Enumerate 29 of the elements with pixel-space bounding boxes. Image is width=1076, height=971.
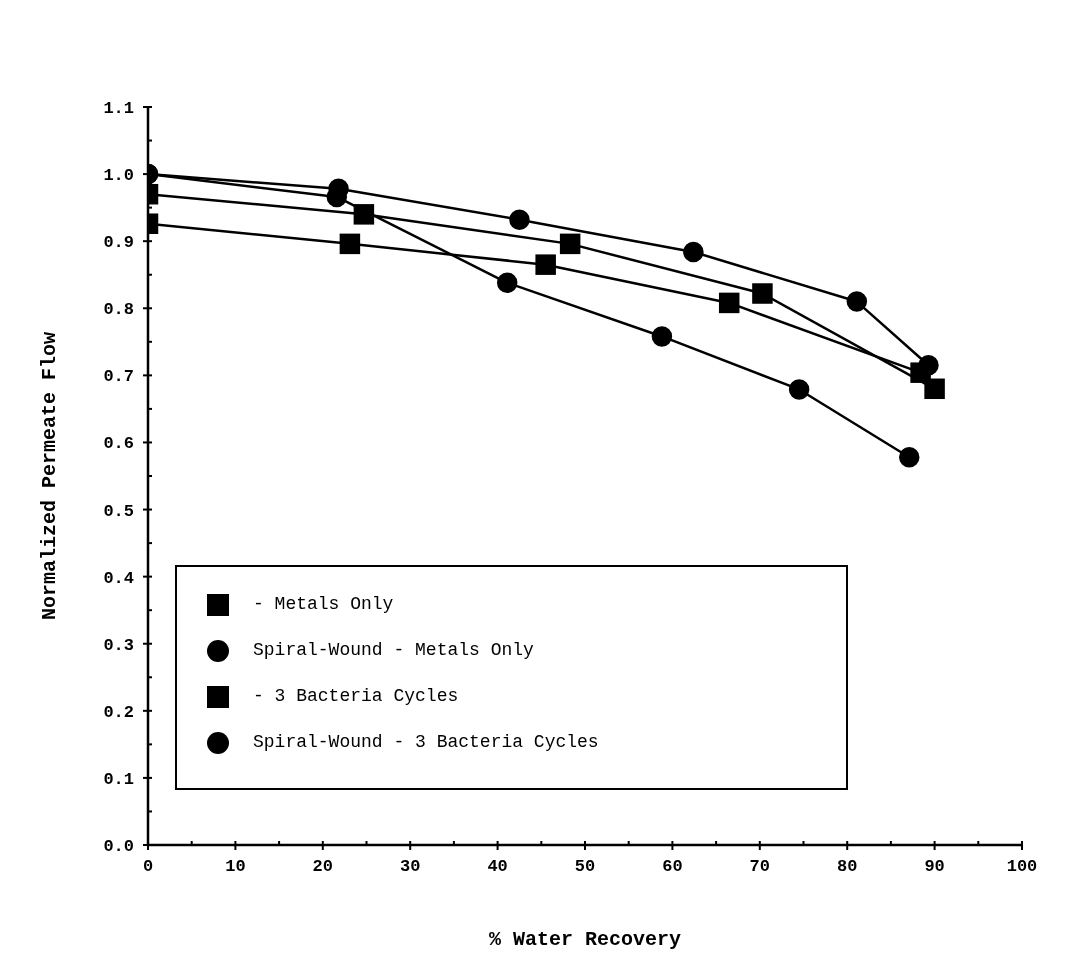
x-tick-label: 100 xyxy=(1006,857,1038,876)
y-tick-label: 0.0 xyxy=(103,837,134,856)
x-tick-label: 30 xyxy=(400,857,421,876)
y-tick-label: 0.8 xyxy=(103,300,134,320)
x-tick-label: 40 xyxy=(487,857,508,876)
y-tick-label: 0.4 xyxy=(103,568,134,588)
x-tick-label: 90 xyxy=(924,857,945,876)
legend-label: - Metals Only xyxy=(253,594,394,614)
y-tick-label: 0.7 xyxy=(103,367,134,387)
y-tick-label: 0.9 xyxy=(103,233,134,253)
y-axis-title: Normalized Permeate Flow xyxy=(38,331,62,621)
x-tick-label: 0 xyxy=(142,857,154,876)
y-tick-label: 0.5 xyxy=(103,501,134,521)
legend-label: Spiral-Wound - 3 Bacteria Cycles xyxy=(253,732,599,752)
x-tick-label: 20 xyxy=(312,857,333,876)
x-tick-label: 60 xyxy=(662,857,683,876)
y-tick-label: 0.6 xyxy=(103,434,134,454)
x-tick-label: 50 xyxy=(574,857,596,876)
legend-label: - 3 Bacteria Cycles xyxy=(253,686,459,706)
y-tick-label: 1.0 xyxy=(103,166,134,186)
y-tick-label: 1.1 xyxy=(103,99,134,118)
x-tick-label: 70 xyxy=(749,857,770,876)
y-tick-label: 0.1 xyxy=(103,769,134,789)
x-tick-label: 80 xyxy=(837,857,858,876)
x-axis-title: % Water Recovery xyxy=(488,928,682,951)
legend-label: Spiral-Wound - Metals Only xyxy=(253,640,534,660)
x-tick-label: 10 xyxy=(225,857,246,876)
y-tick-label: 0.2 xyxy=(103,702,134,722)
y-tick-label: 0.3 xyxy=(103,635,134,655)
